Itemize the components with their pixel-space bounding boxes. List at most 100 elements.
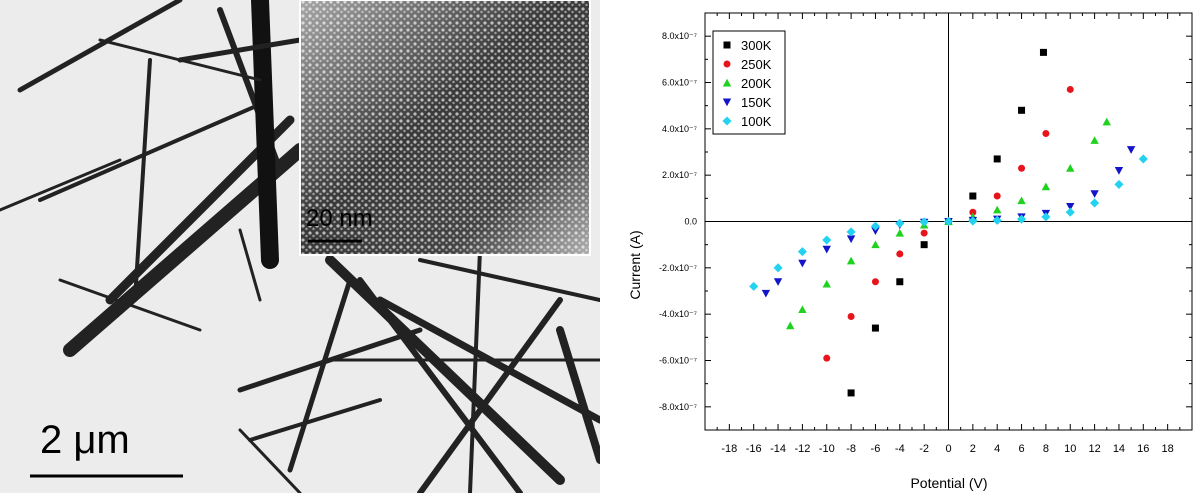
data-point xyxy=(846,227,856,237)
data-point xyxy=(798,259,807,268)
x-tick-label: -14 xyxy=(770,443,786,455)
data-point xyxy=(846,256,856,265)
chart-svg: -18 -16 -14 -12 -10 -8 -6 -4 -2 0 2 4 6 8 10 12 14 16 18 8.… xyxy=(627,12,1193,491)
y-tick-label: -6.0x10⁻⁷ xyxy=(659,356,697,366)
x-tick-label: 8 xyxy=(1043,443,1049,455)
x-tick-label: -10 xyxy=(819,443,835,455)
legend-marker xyxy=(722,98,732,107)
data-point xyxy=(1090,198,1100,208)
data-point xyxy=(1090,136,1099,144)
data-point xyxy=(846,235,856,244)
data-point xyxy=(749,281,759,291)
data-points xyxy=(749,48,1148,397)
y-tick-label: -2.0x10⁻⁷ xyxy=(659,263,697,273)
data-point xyxy=(773,278,783,286)
data-point xyxy=(823,354,831,362)
data-point xyxy=(920,241,928,249)
x-tick-label: -4 xyxy=(895,443,905,455)
data-point xyxy=(871,324,879,332)
y-tick-label: 2.0x10⁻⁷ xyxy=(662,170,697,180)
legend-label: 100K xyxy=(741,114,772,129)
x-tick-label: 14 xyxy=(1113,443,1125,455)
x-tick-label: 16 xyxy=(1137,443,1149,455)
x-tick-label: -8 xyxy=(846,443,856,455)
data-point xyxy=(871,278,879,286)
data-point xyxy=(1018,106,1026,114)
data-point xyxy=(822,245,831,254)
legend: 300K 250K 200K 150K 100K xyxy=(712,30,786,135)
data-point xyxy=(896,250,904,258)
data-point xyxy=(1039,48,1047,56)
x-tick-label: -12 xyxy=(794,443,810,455)
data-point xyxy=(1090,190,1099,198)
legend-marker xyxy=(723,60,731,68)
data-point xyxy=(786,321,795,330)
data-point xyxy=(920,229,928,237)
main-scale-bar-label: 2 μm xyxy=(40,418,130,462)
legend-marker xyxy=(722,78,732,87)
data-point xyxy=(1126,146,1136,154)
data-point xyxy=(1017,214,1027,224)
x-tick-label: -2 xyxy=(919,443,929,455)
data-point xyxy=(895,218,905,228)
legend-label: 200K xyxy=(741,76,772,91)
data-point xyxy=(1041,212,1051,222)
x-tick-label: -6 xyxy=(871,443,881,455)
x-tick-label: 6 xyxy=(1018,443,1024,455)
data-point xyxy=(797,247,807,257)
inset-image xyxy=(299,0,591,256)
x-tick-label: -16 xyxy=(746,443,762,455)
data-point xyxy=(1066,202,1075,211)
data-point xyxy=(968,216,978,226)
data-point xyxy=(822,235,832,245)
data-point xyxy=(1114,179,1124,189)
data-point xyxy=(993,192,1001,200)
tem-micrograph: 2 μm 20 nm xyxy=(0,0,600,493)
legend-marker xyxy=(723,41,731,49)
data-point xyxy=(871,227,880,235)
x-axis-label: Potential (V) xyxy=(910,475,987,491)
legend-label: 250K xyxy=(741,57,772,72)
data-point xyxy=(871,240,880,249)
data-point xyxy=(969,208,977,216)
y-tick-label: 6.0x10⁻⁷ xyxy=(662,78,697,88)
x-tick-label: 18 xyxy=(1162,443,1174,455)
x-tick-label: 10 xyxy=(1064,443,1076,455)
legend-label: 300K xyxy=(741,38,772,53)
data-point xyxy=(895,228,904,237)
inset-scale-bar-label: 20 nm xyxy=(306,205,373,232)
data-point xyxy=(993,155,1001,163)
x-tick-label: 12 xyxy=(1088,443,1100,455)
y-tick-label: -8.0x10⁻⁷ xyxy=(659,402,697,412)
data-point xyxy=(1102,117,1111,126)
data-point xyxy=(1114,167,1124,175)
data-point xyxy=(798,305,807,314)
x-tick-label: 2 xyxy=(970,443,976,455)
data-point xyxy=(761,289,771,298)
data-point xyxy=(870,221,880,231)
data-point xyxy=(919,217,929,227)
x-tick-label: 4 xyxy=(994,443,1000,455)
data-point xyxy=(992,215,1002,225)
y-axis-label: Current (A) xyxy=(627,230,643,299)
data-point xyxy=(1041,182,1051,191)
data-point xyxy=(1042,129,1050,137)
data-point xyxy=(1066,85,1074,93)
data-point xyxy=(1017,196,1026,205)
series-250K xyxy=(823,85,1074,362)
data-point xyxy=(1066,164,1075,172)
data-point xyxy=(1018,164,1026,172)
data-point xyxy=(896,278,904,286)
y-tick-label: 8.0x10⁻⁷ xyxy=(662,31,697,41)
data-point xyxy=(1138,154,1148,164)
nanowire-image xyxy=(0,0,600,493)
x-tick-label: 0 xyxy=(945,443,951,455)
data-point xyxy=(773,263,783,273)
y-tick-label: -4.0x10⁻⁷ xyxy=(659,309,697,319)
iv-chart: -18 -16 -14 -12 -10 -8 -6 -4 -2 0 2 4 6 8 10 12 14 16 18 8.… xyxy=(612,0,1200,493)
y-tick-label: 0.0 xyxy=(684,217,697,227)
data-point xyxy=(993,205,1002,214)
data-point xyxy=(969,192,977,200)
legend-label: 150K xyxy=(741,95,772,110)
series-100K xyxy=(749,154,1148,291)
